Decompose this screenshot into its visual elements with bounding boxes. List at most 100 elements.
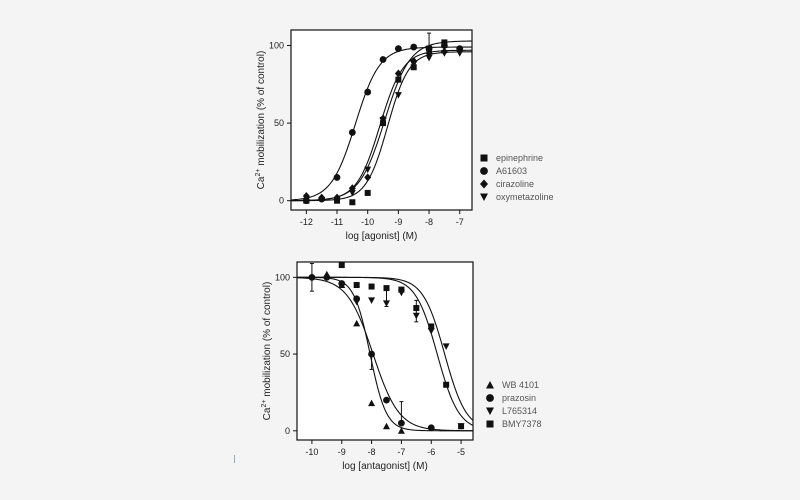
data-point-bmy7378 — [413, 305, 420, 312]
data-point-a61603 — [302, 197, 310, 205]
y-axis-label-part: Ca — [256, 176, 267, 189]
x-tick-label: -7 — [456, 217, 464, 227]
y-tick-label: 100 — [269, 41, 284, 51]
data-point-cirazoline — [302, 192, 310, 201]
data-point-l765314 — [442, 343, 450, 350]
data-point-a61603 — [394, 45, 402, 53]
data-point-l765314 — [382, 300, 390, 307]
data-point-oxymetazoline — [348, 189, 356, 197]
y-tick-label: 50 — [274, 118, 284, 128]
legend-label-l765314: L765314 — [502, 406, 537, 416]
data-point-oxymetazoline — [364, 166, 372, 174]
data-point-a61603 — [440, 42, 448, 49]
data-point-oxymetazoline — [425, 54, 433, 62]
legend-marker-a61603 — [480, 167, 488, 175]
legend-marker-bmy7378 — [486, 420, 494, 428]
y-tick-label: 0 — [279, 196, 284, 206]
data-point-cirazoline — [318, 193, 326, 202]
x-tick-label: -6 — [427, 447, 435, 457]
data-point-a61603 — [379, 56, 387, 63]
data-point-prazosin — [427, 424, 435, 432]
data-point-wb-4101 — [353, 319, 361, 327]
data-point-l765314 — [427, 328, 435, 335]
y-axis-label-sup: 2+ — [255, 169, 262, 177]
fit-curve-prazosin — [297, 277, 473, 432]
data-point-a61603 — [425, 45, 433, 53]
x-tick-label: -9 — [338, 447, 346, 457]
y-axis-label-part: mobilization (% of control) — [262, 282, 273, 400]
data-point-bmy7378 — [353, 282, 360, 289]
y-tick-label: 0 — [285, 426, 290, 436]
data-point-epinephrine — [395, 76, 402, 83]
legend-marker-cirazoline — [480, 179, 488, 189]
data-point-oxymetazoline — [440, 50, 448, 57]
y-axis-label-part: mobilization (% of control) — [256, 51, 267, 169]
data-point-oxymetazoline — [456, 50, 464, 57]
chart-panel-2: -10 -9 -8 -7 -6 -5 0 50 100 log [antagonist] (M) C… — [261, 261, 542, 472]
data-point-l765314 — [368, 297, 376, 304]
data-point-bmy7378 — [338, 262, 345, 269]
data-point-bmy7378 — [383, 285, 390, 292]
y-tick-label: 50 — [280, 349, 290, 359]
data-point-l765314 — [412, 312, 420, 320]
data-point-bmy7378 — [398, 286, 405, 293]
x-tick-label: -7 — [397, 447, 405, 457]
data-point-oxymetazoline — [410, 61, 418, 68]
data-point-cirazoline — [394, 69, 402, 78]
legend-label-prazosin: prazosin — [502, 393, 536, 403]
data-point-bmy7378 — [428, 323, 435, 330]
legend-label-epinephrine: epinephrine — [496, 153, 543, 163]
y-axis-label: Ca2+ mobilization (% of control) — [261, 282, 273, 421]
data-point-a61603 — [410, 43, 418, 51]
legend-label-cirazoline: cirazoline — [496, 179, 534, 189]
data-point-prazosin — [338, 280, 346, 287]
data-point-wb-4101 — [382, 422, 390, 430]
x-axis-label: log [agonist] (M) — [346, 231, 418, 242]
x-tick-label: -11 — [331, 217, 343, 227]
y-axis-label: Ca2+ mobilization (% of control) — [255, 51, 267, 190]
data-point-prazosin — [398, 419, 405, 427]
data-point-prazosin — [383, 396, 390, 404]
y-axis-label-sup: 2+ — [261, 400, 268, 408]
legend-label-oxymetazoline: oxymetazoline — [496, 192, 554, 202]
x-axis-label: log [antagonist] (M) — [342, 461, 428, 472]
data-point-cirazoline — [410, 57, 418, 66]
data-point-cirazoline — [333, 193, 341, 202]
data-point-prazosin — [368, 350, 375, 358]
y-tick-label: 100 — [275, 272, 290, 282]
data-point-prazosin — [308, 273, 316, 281]
x-tick-label: -8 — [368, 447, 376, 457]
legend-marker-l765314 — [486, 407, 494, 415]
legend-marker-oxymetazoline — [480, 193, 488, 201]
x-tick-label: -12 — [300, 217, 313, 227]
legend-label-a61603: A61603 — [496, 166, 527, 176]
data-point-epinephrine — [364, 189, 371, 196]
legend-marker-epinephrine — [480, 154, 488, 162]
data-point-epinephrine — [349, 199, 356, 206]
data-point-a61603 — [348, 129, 356, 136]
data-point-bmy7378 — [443, 381, 450, 388]
stray-mark — [234, 455, 235, 463]
legend-marker-wb-4101 — [486, 381, 494, 389]
chart-panel-1: -12 -11 -10 -9 -8 -7 0 50 100 log [agonist] (M) Ca… — [255, 29, 554, 242]
data-point-a61603 — [333, 174, 341, 181]
data-point-wb-4101 — [368, 399, 376, 407]
data-point-oxymetazoline — [394, 92, 402, 99]
legend-marker-prazosin — [486, 394, 494, 402]
legend-label-wb-4101: WB 4101 — [502, 380, 539, 390]
x-tick-label: -8 — [425, 217, 433, 227]
x-tick-label: -10 — [361, 217, 374, 227]
x-tick-label: -5 — [457, 447, 465, 457]
x-tick-label: -10 — [305, 447, 318, 457]
data-point-oxymetazoline — [379, 117, 387, 124]
data-point-l765314 — [353, 298, 361, 306]
y-axis-label-part: Ca — [262, 407, 273, 420]
legend-label-bmy7378: BMY7378 — [502, 419, 542, 429]
data-point-bmy7378 — [368, 283, 375, 290]
data-point-a61603 — [364, 88, 372, 96]
data-point-cirazoline — [364, 173, 372, 182]
x-tick-label: -9 — [394, 217, 402, 227]
data-point-bmy7378 — [458, 423, 465, 430]
data-point-prazosin — [323, 273, 331, 281]
